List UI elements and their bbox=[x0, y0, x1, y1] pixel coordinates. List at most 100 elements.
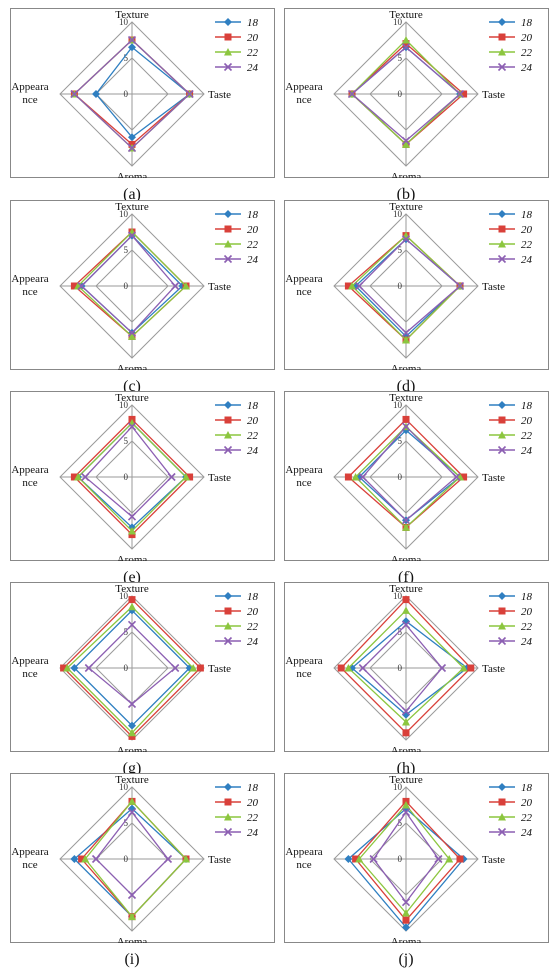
panel-frame bbox=[284, 582, 549, 752]
data-point bbox=[347, 89, 357, 99]
data-point bbox=[402, 415, 410, 423]
legend-label: 18 bbox=[247, 782, 259, 794]
panel-caption: (f) bbox=[398, 569, 414, 586]
tick-label: 0 bbox=[398, 854, 403, 864]
axis-label-aroma: Aroma bbox=[117, 554, 148, 561]
tick-label: 10 bbox=[393, 400, 403, 410]
legend-marker bbox=[224, 240, 232, 248]
legend: 18 20 22 24 bbox=[489, 209, 533, 266]
data-point bbox=[401, 422, 411, 431]
panel-caption: (c) bbox=[123, 378, 141, 395]
data-point bbox=[189, 664, 198, 672]
axis-label-aroma: Aroma bbox=[391, 363, 422, 370]
legend-marker bbox=[498, 798, 506, 806]
legend-label: 18 bbox=[521, 400, 533, 412]
legend-label: 18 bbox=[521, 209, 533, 221]
legend: 18 20 22 24 bbox=[215, 782, 259, 839]
legend-marker bbox=[498, 783, 506, 791]
legend-label: 20 bbox=[521, 224, 533, 236]
legend-marker bbox=[224, 416, 232, 424]
legend-marker bbox=[224, 813, 232, 821]
data-point bbox=[344, 664, 353, 672]
series-22 bbox=[81, 797, 190, 921]
panel-caption: (h) bbox=[396, 760, 416, 777]
data-point bbox=[348, 282, 356, 290]
data-point bbox=[70, 89, 79, 99]
legend-label: 22 bbox=[521, 239, 533, 251]
tick-label: 5 bbox=[398, 818, 403, 828]
legend-marker bbox=[224, 607, 232, 615]
legend-label: 24 bbox=[247, 445, 259, 457]
tick-label: 10 bbox=[119, 591, 129, 601]
legend: 18 20 22 24 bbox=[215, 400, 259, 457]
legend: 18 20 22 24 bbox=[215, 591, 259, 648]
series-24 bbox=[81, 422, 176, 521]
tick-label: 10 bbox=[393, 782, 403, 792]
data-point bbox=[402, 923, 410, 932]
legend-marker bbox=[497, 636, 507, 646]
legend-label: 20 bbox=[247, 415, 259, 427]
data-point bbox=[401, 898, 411, 907]
data-point bbox=[402, 40, 410, 48]
series-22 bbox=[355, 801, 454, 917]
data-point bbox=[182, 282, 190, 290]
data-point bbox=[127, 231, 137, 240]
data-point bbox=[455, 281, 465, 291]
data-point bbox=[402, 710, 410, 719]
data-point bbox=[344, 282, 352, 290]
tick-label: 0 bbox=[398, 89, 403, 99]
data-point bbox=[358, 472, 367, 482]
axis-label-texture: Texture bbox=[115, 9, 149, 21]
legend-label: 24 bbox=[521, 445, 533, 457]
data-point bbox=[455, 89, 465, 99]
data-point bbox=[128, 721, 136, 730]
data-point bbox=[182, 855, 190, 863]
legend-label: 22 bbox=[247, 430, 259, 442]
radar-panel: 0 5 10 Texture Taste Aroma Appeara nce 18 20 22 24(… bbox=[10, 391, 275, 593]
legend-marker bbox=[223, 636, 233, 646]
axis-label-appearance: Appeara nce bbox=[285, 655, 322, 680]
legend-label: 20 bbox=[247, 606, 259, 618]
data-point bbox=[171, 663, 180, 673]
series-24 bbox=[91, 808, 173, 900]
legend-marker bbox=[498, 431, 506, 439]
panel-frame bbox=[284, 200, 549, 370]
legend-marker bbox=[498, 592, 506, 600]
data-point bbox=[70, 664, 79, 672]
tick-label: 0 bbox=[398, 472, 403, 482]
panel-caption: (e) bbox=[123, 569, 141, 586]
tick-label: 5 bbox=[124, 436, 129, 446]
panel-caption: (d) bbox=[396, 378, 416, 395]
axis-label-taste: Taste bbox=[482, 281, 505, 293]
legend-marker bbox=[498, 416, 506, 424]
legend-label: 24 bbox=[521, 254, 533, 266]
legend-marker bbox=[224, 18, 232, 26]
data-point bbox=[92, 90, 100, 98]
legend-marker bbox=[224, 33, 232, 41]
tick-label: 0 bbox=[124, 472, 129, 482]
data-point bbox=[127, 512, 137, 521]
tick-label: 0 bbox=[124, 281, 129, 291]
legend-label: 24 bbox=[521, 62, 533, 74]
tick-label: 5 bbox=[398, 245, 403, 255]
tick-label: 0 bbox=[398, 281, 403, 291]
legend-label: 18 bbox=[521, 591, 533, 603]
legend-label: 24 bbox=[247, 254, 259, 266]
data-point bbox=[60, 664, 68, 672]
data-point bbox=[434, 854, 443, 864]
series-24 bbox=[84, 620, 180, 709]
legend-marker bbox=[224, 401, 232, 409]
series-24 bbox=[355, 235, 465, 337]
radar-panel: 0 5 10 Texture Taste Aroma Appeara nce 18 20 22 24(… bbox=[284, 582, 549, 784]
data-point bbox=[402, 909, 410, 917]
axis-label-appearance: Appeara nce bbox=[11, 655, 48, 680]
data-point bbox=[402, 916, 410, 924]
legend: 18 20 22 24 bbox=[489, 591, 533, 648]
data-point bbox=[70, 473, 78, 481]
legend-marker bbox=[498, 33, 506, 41]
radar-panel: 0 5 10 Texture Taste Aroma Appeara nce 18 20 22 24(… bbox=[10, 200, 275, 402]
